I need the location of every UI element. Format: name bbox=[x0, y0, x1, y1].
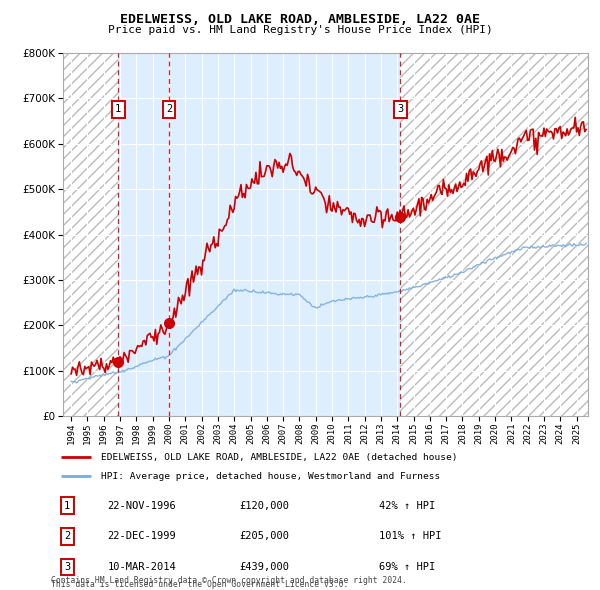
Text: Price paid vs. HM Land Registry's House Price Index (HPI): Price paid vs. HM Land Registry's House … bbox=[107, 25, 493, 35]
Text: 1: 1 bbox=[115, 104, 121, 114]
Text: 3: 3 bbox=[397, 104, 403, 114]
Text: 2: 2 bbox=[64, 532, 70, 541]
Bar bbox=[400, 53, 588, 416]
Text: 10-MAR-2014: 10-MAR-2014 bbox=[107, 562, 176, 572]
Bar bbox=[118, 53, 400, 416]
Text: £439,000: £439,000 bbox=[239, 562, 289, 572]
Text: HPI: Average price, detached house, Westmorland and Furness: HPI: Average price, detached house, West… bbox=[101, 472, 440, 481]
Text: 42% ↑ HPI: 42% ↑ HPI bbox=[379, 501, 435, 511]
Text: £205,000: £205,000 bbox=[239, 532, 289, 541]
Text: Contains HM Land Registry data © Crown copyright and database right 2024.: Contains HM Land Registry data © Crown c… bbox=[51, 576, 407, 585]
Text: EDELWEISS, OLD LAKE ROAD, AMBLESIDE, LA22 0AE (detached house): EDELWEISS, OLD LAKE ROAD, AMBLESIDE, LA2… bbox=[101, 453, 457, 461]
Text: 101% ↑ HPI: 101% ↑ HPI bbox=[379, 532, 441, 541]
Text: 69% ↑ HPI: 69% ↑ HPI bbox=[379, 562, 435, 572]
Text: EDELWEISS, OLD LAKE ROAD, AMBLESIDE, LA22 0AE: EDELWEISS, OLD LAKE ROAD, AMBLESIDE, LA2… bbox=[120, 13, 480, 26]
Bar bbox=[63, 53, 118, 416]
Text: 22-NOV-1996: 22-NOV-1996 bbox=[107, 501, 176, 511]
Bar bbox=[63, 53, 118, 416]
Text: £120,000: £120,000 bbox=[239, 501, 289, 511]
Bar bbox=[400, 53, 588, 416]
Text: 22-DEC-1999: 22-DEC-1999 bbox=[107, 532, 176, 541]
Text: 2: 2 bbox=[166, 104, 172, 114]
Text: 1: 1 bbox=[64, 501, 70, 511]
Text: 3: 3 bbox=[64, 562, 70, 572]
Text: This data is licensed under the Open Government Licence v3.0.: This data is licensed under the Open Gov… bbox=[51, 581, 397, 589]
